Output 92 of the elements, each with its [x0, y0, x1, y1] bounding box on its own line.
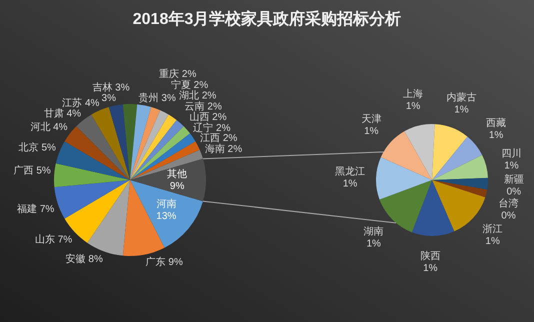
slice-label: 甘肃 — [44, 107, 67, 120]
pie-slice — [108, 104, 130, 180]
data-label: 3% — [102, 92, 116, 104]
data-label: 1% — [504, 160, 519, 172]
data-label: 8% — [88, 254, 103, 266]
slice-label: 湖南 — [364, 226, 384, 238]
pie-slice — [130, 107, 160, 180]
data-label: 7% — [58, 234, 72, 246]
data-label: 2% — [194, 80, 208, 91]
slice-label: 江苏 — [62, 96, 85, 109]
pie-slice — [130, 114, 177, 180]
pie-slice — [130, 150, 203, 180]
data-label: 3% — [161, 92, 176, 104]
slice-label: 内蒙古 — [446, 91, 476, 104]
slice-label: 福建 — [17, 202, 40, 215]
slice-label: 安徽 — [66, 253, 88, 266]
data-label: 2% — [216, 122, 231, 134]
data-label: 13% — [156, 211, 176, 222]
slice-label: 台湾 — [498, 198, 518, 210]
slice-label: 广西 — [14, 164, 36, 177]
slice-label: 山东 — [34, 234, 58, 246]
slice-label: 湖北 — [179, 90, 202, 102]
data-label: 1% — [342, 178, 358, 190]
slice-label: 河南 — [156, 198, 176, 210]
slice-label: 重庆 — [159, 68, 182, 80]
pie-slice — [412, 180, 454, 236]
slice-label: 河北 — [30, 120, 54, 133]
slice-label: 吉林 — [92, 82, 116, 94]
slice-label: 云南 — [184, 100, 208, 112]
pie-slice — [87, 180, 130, 256]
pie-slice — [130, 104, 152, 180]
pie-slice — [432, 178, 488, 190]
data-label: 1% — [366, 238, 382, 250]
pie-slice — [130, 180, 203, 248]
slice-label: 宁夏 — [170, 78, 194, 91]
pie-slice — [56, 141, 130, 180]
slice-label: 天津 — [361, 112, 382, 125]
pie-slice — [432, 180, 488, 198]
pie-slice — [130, 126, 190, 180]
pie-slice — [380, 131, 432, 180]
data-label: 0% — [501, 210, 516, 222]
data-label: 4% — [66, 108, 82, 120]
data-label: 1% — [423, 262, 438, 274]
slice-label: 西藏 — [486, 116, 506, 129]
slice-label: 四川 — [501, 148, 522, 160]
slice-label: 黑龙江 — [335, 165, 366, 178]
data-label: 2% — [222, 132, 238, 144]
data-label: 4% — [84, 98, 100, 109]
data-label: 5% — [36, 166, 51, 177]
pie-slice — [76, 114, 130, 180]
slice-label: 北京 — [18, 142, 42, 154]
pie-slice — [54, 180, 130, 219]
data-label: 2% — [202, 90, 216, 102]
pie-slice — [122, 104, 138, 180]
slice-label: 浙江 — [482, 223, 503, 236]
slice-label: 上海 — [403, 88, 424, 100]
data-label: 9% — [168, 257, 183, 268]
data-label: 2% — [212, 112, 227, 124]
slice-label: 陕西 — [420, 250, 440, 262]
slice-label: 贵州 — [138, 92, 162, 104]
pie-slice — [376, 157, 432, 200]
pie-slice — [130, 141, 200, 180]
slice-label: 广东 — [146, 256, 168, 268]
data-label: 1% — [406, 101, 420, 112]
data-label: 2% — [182, 68, 196, 80]
data-label: 2% — [207, 101, 222, 112]
pie-slice — [432, 136, 482, 180]
slice-label: 新疆 — [504, 174, 524, 186]
data-label: 1% — [488, 130, 504, 141]
slice-label: 辽宁 — [193, 122, 216, 134]
pie-slice — [130, 133, 196, 180]
data-label: 1% — [485, 236, 500, 248]
data-label: 3% — [115, 82, 130, 94]
data-label: 0% — [506, 186, 522, 198]
pie-slice — [130, 110, 169, 180]
pie-slice — [432, 124, 468, 180]
pie-slice — [432, 155, 488, 180]
slice-label: 江西 — [200, 132, 223, 144]
chart-title: 2018年3月学校家具政府采购招标分析 — [132, 9, 402, 28]
pie-slice — [91, 107, 130, 180]
slice-label: 其他 — [167, 168, 188, 180]
slice-label: 海南 — [204, 142, 228, 155]
data-label: 1% — [364, 126, 379, 137]
data-label: 1% — [454, 104, 469, 116]
data-label: 7% — [40, 204, 54, 215]
data-label: 2% — [228, 144, 242, 155]
pie-slice — [54, 163, 130, 188]
data-label: 5% — [42, 142, 56, 154]
slice-label: 山西 — [189, 111, 212, 124]
data-label: 9% — [170, 181, 184, 192]
data-label: 4% — [53, 122, 68, 133]
pie-slice — [404, 124, 435, 180]
